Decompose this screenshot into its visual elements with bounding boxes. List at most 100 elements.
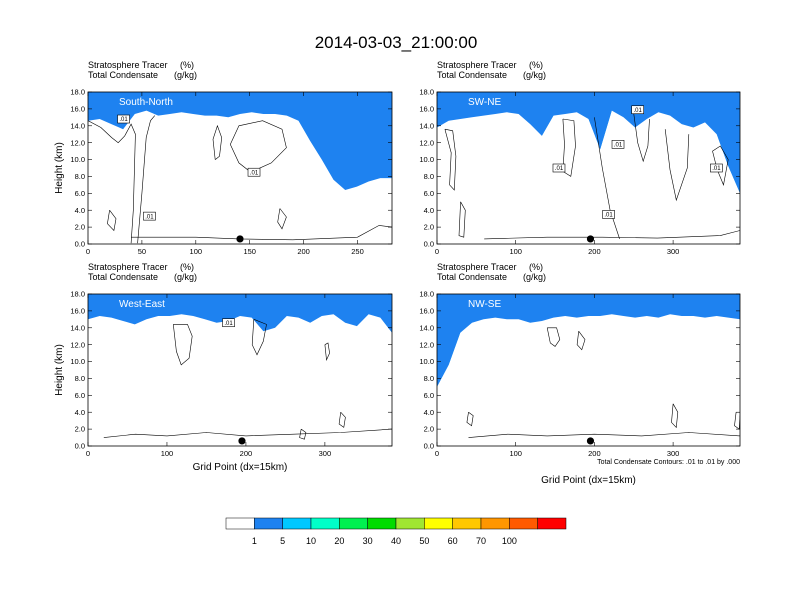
x-tick-label: 0: [86, 247, 90, 256]
panel-subtitle: Total Condensate: [437, 272, 507, 282]
colorbar-label: 100: [502, 536, 517, 546]
panel-1: Stratosphere Tracer (%) Total Condensate (g…: [54, 60, 393, 256]
colorbar-label: 20: [334, 536, 344, 546]
panel-subtitle: Stratosphere Tracer: [437, 60, 517, 70]
panel-subtitle-unit: (%): [529, 60, 543, 70]
y-tick-label: 10.0: [70, 357, 85, 366]
y-tick-label: 12.0: [70, 340, 85, 349]
condensate-contour: [734, 412, 740, 430]
condensate-contour: [103, 428, 392, 438]
location-marker: [236, 235, 244, 243]
plot-area: .01: [88, 294, 392, 446]
y-tick-label: 4.0: [424, 408, 434, 417]
colorbar-label: 30: [363, 536, 373, 546]
panel-subtitle-unit: (%): [180, 60, 194, 70]
panel-subtitle: Stratosphere Tracer: [88, 60, 168, 70]
colorbar-swatch: [452, 517, 482, 530]
tracer-band: [437, 92, 740, 194]
panel-subtitle-unit: (%): [180, 262, 194, 272]
y-tick-label: 2.0: [75, 425, 85, 434]
x-tick-label: 200: [588, 449, 601, 458]
tracer-band: [437, 294, 740, 387]
colorbar-label: 60: [448, 536, 458, 546]
y-tick-label: 6.0: [424, 391, 434, 400]
y-tick-label: 16.0: [419, 306, 434, 315]
svg-text:.01: .01: [145, 214, 154, 220]
y-tick-label: 18.0: [419, 290, 434, 299]
colorbar: 1 5 10 20 30 40 50 60 70 100: [225, 517, 567, 546]
x-tick-label: 100: [161, 449, 174, 458]
y-tick-label: 14.0: [419, 323, 434, 332]
y-tick-label: 2.0: [424, 223, 434, 232]
colorbar-swatch: [339, 517, 368, 530]
y-tick-label: 10.0: [419, 357, 434, 366]
location-marker: [586, 235, 595, 243]
y-tick-label: 4.0: [424, 206, 434, 215]
plot-area: [437, 294, 740, 446]
y-tick-label: 8.0: [424, 374, 434, 383]
condensate-contour: [324, 342, 330, 362]
panel-subtitle-unit: (g/kg): [523, 272, 546, 282]
y-tick-label: 16.0: [70, 104, 85, 113]
condensate-contour: [562, 118, 576, 177]
y-axis-label: Height (km): [54, 344, 65, 396]
y-tick-label: 16.0: [70, 306, 85, 315]
condensate-contour: [671, 403, 679, 429]
panel-subtitle: Total Condensate: [88, 70, 158, 80]
figure-title: 2014-03-03_21:00:00: [315, 33, 478, 52]
x-tick-label: 0: [435, 449, 439, 458]
panel-subtitle-unit: (g/kg): [523, 70, 546, 80]
x-axis-label: Grid Point (dx=15km): [541, 475, 636, 486]
y-tick-label: 4.0: [75, 206, 85, 215]
y-tick-label: 10.0: [70, 155, 85, 164]
y-tick-label: 4.0: [75, 408, 85, 417]
svg-text:.01: .01: [555, 166, 564, 172]
condensate-contour: [277, 208, 287, 230]
contour-label: .01: [710, 163, 723, 173]
y-tick-label: 8.0: [424, 172, 434, 181]
condensate-contour: [299, 428, 307, 440]
region-label: West-East: [119, 299, 165, 310]
x-axis-label: Grid Point (dx=15km): [193, 462, 288, 473]
colorbar-label: 50: [419, 536, 429, 546]
tracer-band: [88, 92, 392, 190]
y-tick-label: 10.0: [419, 155, 434, 164]
svg-text:.01: .01: [712, 166, 721, 172]
y-tick-label: 18.0: [419, 88, 434, 97]
colorbar-label: 1: [252, 536, 257, 546]
y-tick-label: 14.0: [70, 323, 85, 332]
svg-text:.01: .01: [250, 170, 259, 176]
x-tick-label: 300: [667, 449, 680, 458]
panel-4: Stratosphere Tracer (%) Total Condensate (g…: [419, 262, 741, 486]
y-tick-label: 0.0: [424, 240, 434, 249]
plot-background: [437, 294, 740, 446]
x-tick-label: 0: [86, 449, 90, 458]
colorbar-label: 10: [306, 536, 316, 546]
contour-label: .01: [247, 167, 261, 177]
y-tick-label: 6.0: [424, 189, 434, 198]
x-tick-label: 0: [435, 247, 439, 256]
y-tick-label: 18.0: [70, 290, 85, 299]
condensate-contour: [546, 327, 561, 347]
contour-label: .01: [611, 140, 625, 149]
x-tick-label: 50: [138, 247, 146, 256]
colorbar-swatch: [282, 517, 312, 530]
tracer-band: [88, 294, 392, 333]
condensate-contour: [576, 331, 586, 351]
y-tick-label: 14.0: [70, 121, 85, 130]
contour-label: .01: [602, 210, 615, 219]
condensate-contour: [338, 411, 346, 428]
panel-subtitle-unit: (g/kg): [174, 70, 197, 80]
panel-subtitle: Stratosphere Tracer: [88, 262, 168, 272]
panel-subtitle: Total Condensate: [88, 272, 158, 282]
contour-note: Total Condensate Contours: .01 to .01 by…: [597, 459, 740, 466]
condensate-contour: [212, 124, 223, 160]
colorbar-swatch: [509, 517, 538, 530]
x-tick-label: 100: [509, 247, 522, 256]
plot-frame: [436, 91, 741, 245]
colorbar-label: 70: [476, 536, 486, 546]
y-tick-label: 0.0: [424, 442, 434, 451]
panel-subtitle: Stratosphere Tracer: [437, 262, 517, 272]
svg-text:.01: .01: [634, 108, 643, 114]
